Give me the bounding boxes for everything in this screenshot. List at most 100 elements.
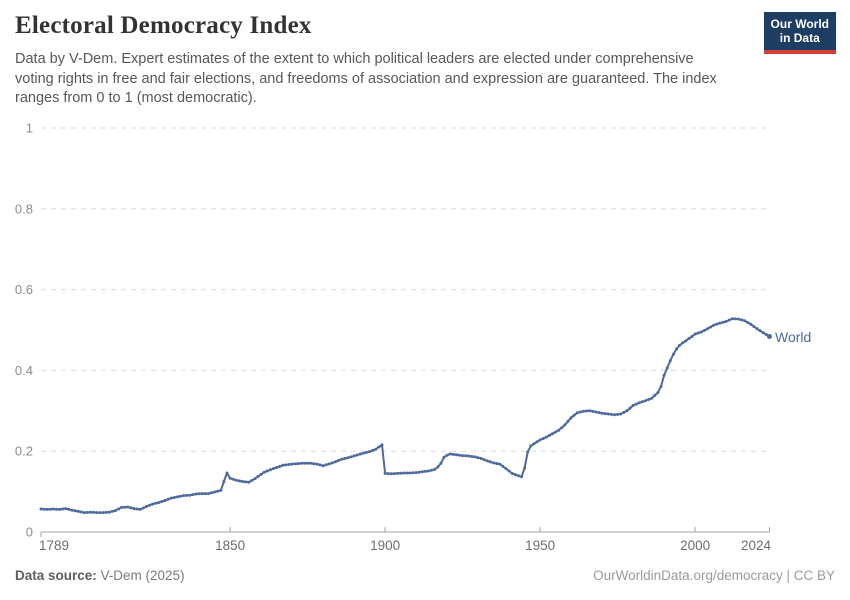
data-point-marker xyxy=(324,463,328,467)
data-point-marker xyxy=(241,480,244,483)
data-point-marker xyxy=(668,359,672,363)
data-point-marker xyxy=(699,330,703,334)
data-point-marker xyxy=(132,507,136,511)
data-point-marker xyxy=(696,331,700,335)
data-point-marker xyxy=(758,329,762,333)
data-point-marker xyxy=(684,339,688,343)
data-point-marker xyxy=(715,322,719,326)
data-point-marker xyxy=(433,467,437,471)
data-point-marker xyxy=(330,461,334,465)
data-point-marker xyxy=(585,409,589,413)
data-point-marker xyxy=(476,456,480,460)
data-point-marker xyxy=(299,461,303,465)
data-point-marker xyxy=(662,373,666,377)
data-point-marker xyxy=(76,509,80,513)
world-line-series[interactable] xyxy=(39,317,773,515)
data-point-marker xyxy=(461,454,465,458)
data-point-marker xyxy=(123,505,127,509)
data-point-marker xyxy=(225,471,229,475)
series-label-world[interactable]: World xyxy=(775,329,812,345)
data-point-marker xyxy=(566,419,570,423)
data-point-marker xyxy=(609,412,613,416)
data-point-marker xyxy=(706,327,709,331)
data-point-marker xyxy=(67,507,71,511)
data-point-marker xyxy=(172,496,176,499)
series-end-marker xyxy=(767,334,772,339)
data-point-marker xyxy=(51,507,55,511)
data-point-marker xyxy=(671,352,675,356)
data-point-marker xyxy=(458,453,461,457)
data-point-marker xyxy=(560,426,564,430)
data-point-marker xyxy=(665,366,669,370)
data-point-marker xyxy=(628,406,632,410)
data-point-marker xyxy=(582,409,585,413)
data-point-marker xyxy=(309,461,313,465)
data-point-marker xyxy=(256,475,260,478)
data-point-marker xyxy=(507,469,511,473)
data-point-marker xyxy=(625,409,629,413)
data-point-marker xyxy=(470,455,474,458)
data-point-marker xyxy=(644,399,647,403)
data-point-marker xyxy=(151,502,155,506)
data-point-marker xyxy=(523,466,527,470)
data-point-marker xyxy=(718,321,722,325)
data-point-marker xyxy=(188,493,192,497)
data-point-marker xyxy=(234,478,238,482)
data-point-marker xyxy=(272,467,275,471)
data-point-marker xyxy=(197,492,201,496)
data-point-marker xyxy=(467,454,471,458)
data-point-marker xyxy=(603,412,607,416)
data-point-marker xyxy=(622,410,626,414)
data-point-marker xyxy=(210,491,213,495)
data-point-marker xyxy=(690,335,694,338)
data-point-marker xyxy=(82,511,86,515)
data-point-marker xyxy=(70,508,74,512)
data-point-marker xyxy=(464,454,468,458)
data-point-marker xyxy=(110,509,114,513)
data-point-marker xyxy=(730,317,734,321)
data-point-marker xyxy=(613,413,616,417)
data-point-marker xyxy=(185,493,189,497)
data-point-marker xyxy=(681,341,685,345)
data-point-marker xyxy=(98,511,102,515)
data-source-label: Data source: xyxy=(15,568,97,583)
series-path xyxy=(40,317,771,514)
data-point-marker xyxy=(597,411,601,415)
data-point-marker xyxy=(346,456,350,460)
data-point-marker xyxy=(529,444,533,448)
data-point-marker xyxy=(498,462,502,466)
data-point-marker xyxy=(200,492,204,496)
data-point-marker xyxy=(520,475,523,479)
data-point-marker xyxy=(191,493,195,497)
data-point-marker xyxy=(675,347,678,351)
data-point-marker xyxy=(448,452,452,456)
data-point-marker xyxy=(144,505,148,508)
data-point-marker xyxy=(222,480,226,483)
x-tick-label-2024: 2024 xyxy=(741,538,772,553)
data-point-marker xyxy=(104,510,108,514)
data-point-marker xyxy=(563,423,567,427)
data-point-marker xyxy=(244,480,248,484)
data-point-marker xyxy=(743,319,747,323)
data-point-marker xyxy=(495,462,499,465)
data-point-marker xyxy=(489,460,492,464)
data-point-marker xyxy=(86,510,89,514)
data-point-marker xyxy=(135,507,139,511)
data-point-marker xyxy=(454,453,458,457)
data-point-marker xyxy=(492,461,496,465)
data-point-marker xyxy=(392,472,396,476)
data-point-marker xyxy=(659,385,663,389)
data-point-marker xyxy=(510,471,514,475)
data-point-marker xyxy=(213,490,217,494)
data-point-marker xyxy=(405,471,409,475)
data-point-marker xyxy=(231,477,235,481)
owid-logo[interactable]: Our World in Data xyxy=(763,12,836,54)
data-point-marker xyxy=(281,463,285,467)
data-point-marker xyxy=(129,506,133,510)
data-point-marker xyxy=(268,468,272,472)
y-tick-label-0.8: 0.8 xyxy=(15,201,33,216)
data-point-marker xyxy=(194,492,198,496)
data-point-marker xyxy=(377,445,381,449)
data-point-marker xyxy=(637,401,641,405)
